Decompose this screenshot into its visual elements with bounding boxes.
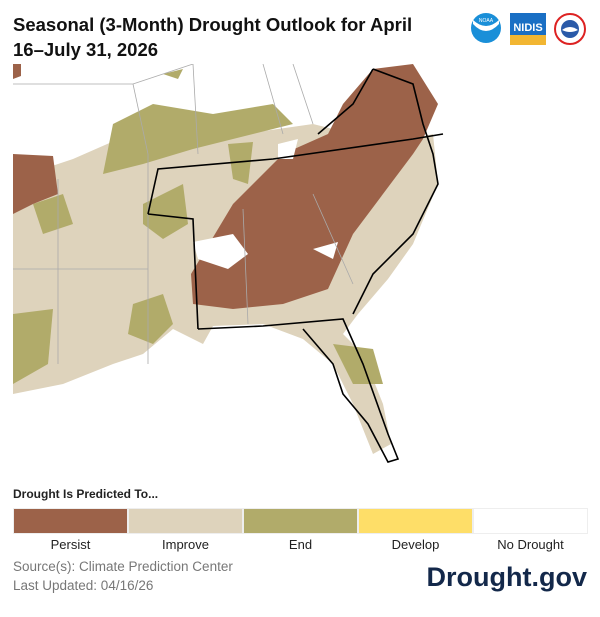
legend-item-persist: Persist — [13, 508, 128, 552]
svg-text:NOAA: NOAA — [479, 18, 494, 24]
legend-item-no-drought: No Drought — [473, 508, 588, 552]
persist-region — [13, 64, 438, 309]
page-title: Seasonal (3-Month) Drought Outlook for A… — [13, 14, 413, 60]
state-boundaries — [13, 64, 354, 364]
legend-label: End — [288, 537, 313, 552]
legend-item-develop: Develop — [358, 508, 473, 552]
improve-swatch — [128, 508, 243, 534]
legend-label: Persist — [50, 537, 91, 552]
drought-gov-logo[interactable]: Drought.gov — [426, 562, 587, 592]
last-updated: Last Updated: 04/16/26 — [13, 578, 154, 593]
legend-item-improve: Improve — [128, 508, 243, 552]
legend-label: No Drought — [497, 537, 564, 552]
drought-region-outline — [147, 68, 444, 463]
legend-item-end: End — [243, 508, 358, 552]
end-region — [13, 69, 383, 384]
nidis-logo: NIDIS — [510, 13, 546, 45]
outlook-map — [13, 64, 588, 466]
develop-swatch — [358, 508, 473, 534]
source-info: Source(s): Climate Prediction Center Las… — [13, 557, 233, 595]
legend-label: Improve — [162, 537, 209, 552]
legend: Persist Improve End Develop No Drought — [13, 508, 588, 552]
legend-label: Develop — [391, 537, 440, 552]
no-drought-swatch — [473, 508, 588, 534]
noaa-logo: NOAA — [471, 13, 501, 43]
end-swatch — [243, 508, 358, 534]
svg-text:NIDIS: NIDIS — [513, 22, 542, 34]
legend-title: Drought Is Predicted To... — [13, 487, 159, 501]
no-drought-patches — [193, 124, 588, 466]
agency-logos: NOAA NIDIS — [471, 13, 586, 45]
source-text: Source(s): Climate Prediction Center — [13, 559, 233, 574]
nws-logo — [554, 13, 586, 45]
persist-swatch — [13, 508, 128, 534]
